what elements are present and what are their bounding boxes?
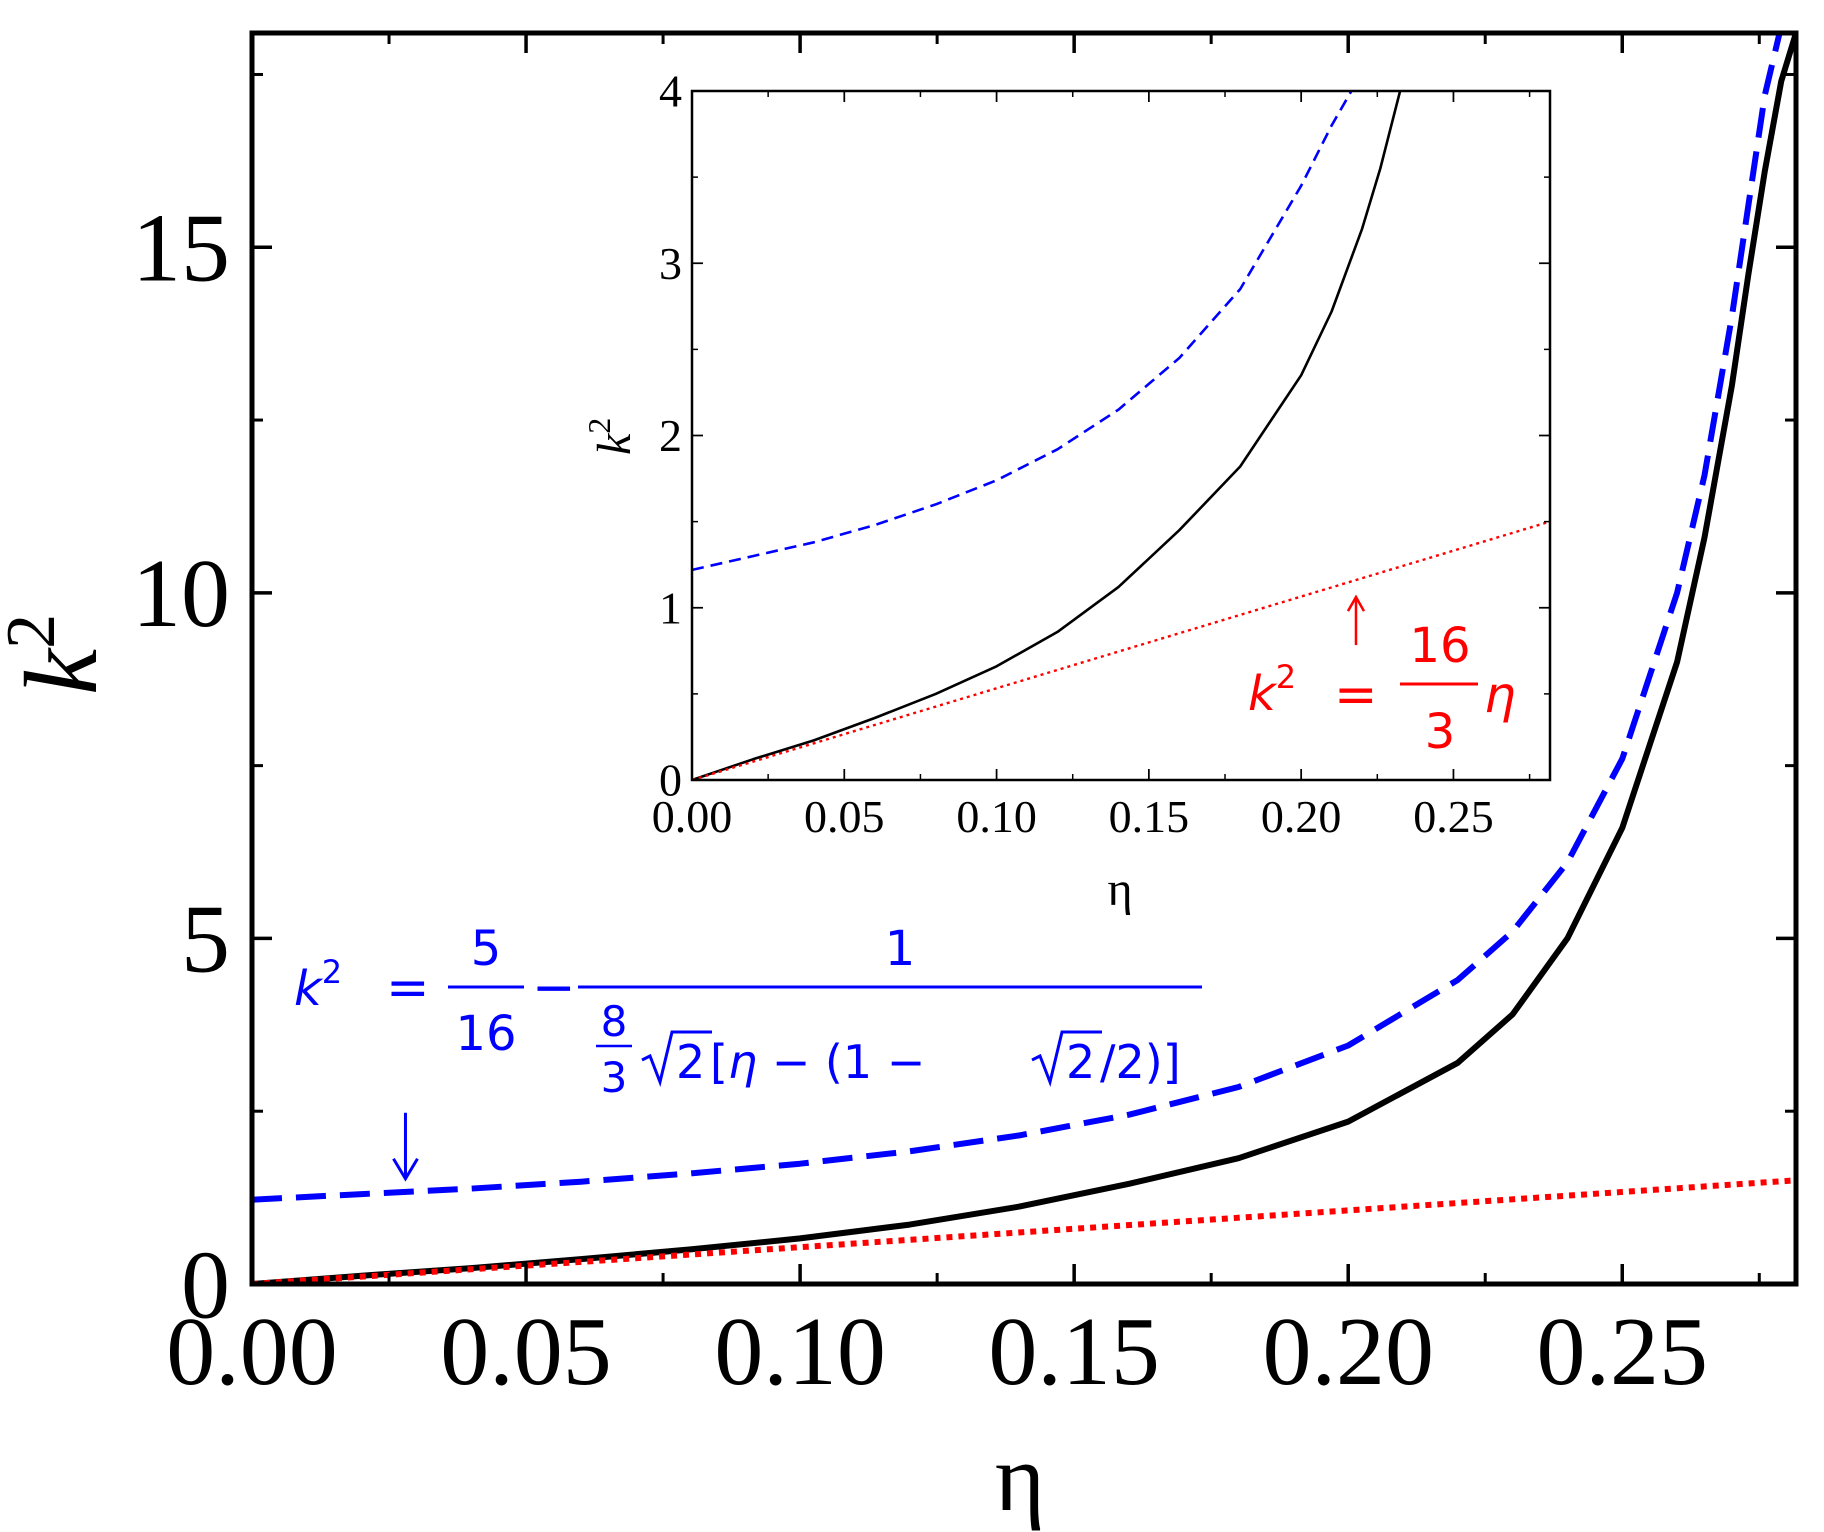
blue-formula-sqrt-sign [641, 1030, 712, 1088]
inset-ticks [691, 90, 1550, 781]
inset-ytick-label: 2 [659, 410, 682, 461]
blue-formula-annotation: k2 = 5 16 − 1 8 3 2 [η − (1 − 2 /2)] [294, 921, 1202, 1182]
inset-series-linear [692, 520, 1550, 780]
blue-formula-den-tail: /2)] [1100, 1035, 1181, 1089]
inset-ytick-label: 3 [659, 238, 682, 289]
blue-formula-den-prefix-den: 3 [601, 1053, 628, 1102]
inset-xtick-label: 0.00 [652, 791, 733, 842]
main-xtick-label: 0.15 [988, 1298, 1160, 1406]
main-plot-frame [249, 30, 1799, 1287]
main-series-approximation [252, 33, 1783, 1203]
main-series-linear [252, 1177, 1796, 1284]
blue-formula-frac2-num: 1 [885, 921, 916, 977]
blue-formula-sqrt-sign-2 [1031, 1030, 1102, 1088]
main-xtick-label: 0.00 [166, 1298, 338, 1406]
red-formula-frac-num: 16 [1409, 618, 1470, 674]
main-series-exact [252, 33, 1796, 1284]
blue-formula-equals: = [386, 958, 430, 1018]
main-series-group [252, 33, 1796, 1284]
blue-formula-frac1-num: 5 [471, 921, 502, 977]
main-xtick-label: 0.05 [440, 1298, 612, 1406]
main-ytick-label: 10 [132, 540, 230, 648]
inset-y-axis-label-base: k [588, 432, 641, 455]
blue-formula-frac1-den: 16 [455, 1006, 516, 1062]
main-y-axis-label-base: k [4, 647, 119, 695]
main-xtick-label: 0.25 [1537, 1298, 1709, 1406]
main-ytick-label: 0 [181, 1231, 230, 1339]
blue-formula-lhs: k2 [294, 953, 342, 1017]
blue-formula-sqrt-arg: 2 [676, 1035, 705, 1089]
red-formula-frac-den: 3 [1425, 704, 1456, 760]
inset-ytick-label: 0 [659, 755, 682, 806]
inset-series-exact [692, 91, 1402, 780]
inset-y-axis-label-sup: 2 [581, 418, 617, 434]
main-xtick-label: 0.20 [1262, 1298, 1434, 1406]
inset-tick-labels: 0.00 0.05 0.10 0.15 0.20 0.25 0 1 2 3 4 [652, 66, 1494, 842]
inset-ytick-label: 4 [659, 66, 682, 117]
inset-xtick-label: 0.10 [956, 791, 1037, 842]
inset-xtick-label: 0.20 [1261, 791, 1342, 842]
blue-formula-sqrt-arg-2: 2 [1066, 1035, 1095, 1089]
red-formula-equals: = [1334, 665, 1378, 725]
blue-formula-minus: − [532, 958, 576, 1018]
main-ticks [250, 33, 1796, 1286]
inset-xtick-label: 0.15 [1109, 791, 1190, 842]
red-arrow-head [1346, 594, 1366, 612]
inset-plot: 0.00 0.05 0.10 0.15 0.20 0.25 0 1 2 3 4 η k2 k2 = … [581, 66, 1552, 916]
red-formula-annotation: k2 = 16 3 η [1248, 594, 1516, 760]
blue-formula-den-prefix-num: 8 [601, 997, 628, 1046]
inset-x-axis-label: η [1107, 863, 1132, 916]
main-xtick-label: 0.10 [714, 1298, 886, 1406]
red-formula-lhs: k2 [1248, 658, 1296, 722]
inset-series-group [692, 91, 1550, 780]
blue-formula-arrow [392, 1112, 419, 1182]
inset-ytick-label: 1 [659, 582, 682, 633]
main-y-axis-label-sup: 2 [0, 614, 70, 649]
inset-xtick-label: 0.05 [804, 791, 885, 842]
inset-series-approximation [692, 91, 1353, 572]
red-formula-tail: η [1484, 666, 1516, 724]
main-ytick-label: 5 [181, 886, 230, 994]
inset-xtick-label: 0.25 [1413, 791, 1494, 842]
inset-background [692, 91, 1550, 780]
main-x-axis-label: η [995, 1424, 1045, 1531]
inset-y-axis-label: k2 [581, 418, 641, 455]
blue-arrow-head [392, 1157, 419, 1182]
blue-formula-den-rest: [η − (1 − [710, 1035, 940, 1089]
red-formula-arrow [1346, 594, 1366, 646]
main-ytick-label: 15 [132, 195, 230, 303]
main-y-axis-label: k2 [0, 614, 119, 695]
